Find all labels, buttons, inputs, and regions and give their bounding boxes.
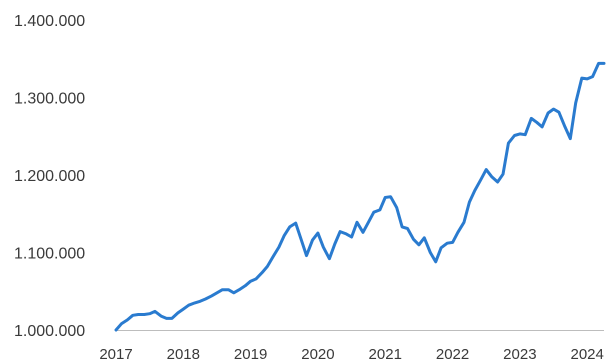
x-tick-label: 2022: [436, 346, 469, 361]
series-line: [114, 61, 606, 332]
y-tick-label: 1.400.000: [14, 13, 85, 30]
x-tick-label: 2017: [99, 346, 132, 361]
x-tick-label: 2019: [234, 346, 267, 361]
x-axis-tick-labels: 2017 2018 2019 2020 2021 2022 2023 2024: [99, 346, 604, 361]
y-tick-label: 1.100.000: [14, 246, 85, 263]
x-tick-label: 2018: [167, 346, 200, 361]
y-tick-label: 1.200.000: [14, 168, 85, 185]
y-tick-label: 1.000.000: [14, 323, 85, 340]
x-tick-label: 2021: [369, 346, 402, 361]
y-axis-tick-labels: 1.000.000 1.100.000 1.200.000 1.300.000 1.40…: [14, 13, 85, 340]
y-tick-label: 1.300.000: [14, 91, 85, 108]
x-tick-label: 2024: [570, 346, 603, 361]
series-layer: [114, 61, 606, 332]
x-tick-label: 2023: [503, 346, 536, 361]
x-tick-label: 2020: [301, 346, 334, 361]
